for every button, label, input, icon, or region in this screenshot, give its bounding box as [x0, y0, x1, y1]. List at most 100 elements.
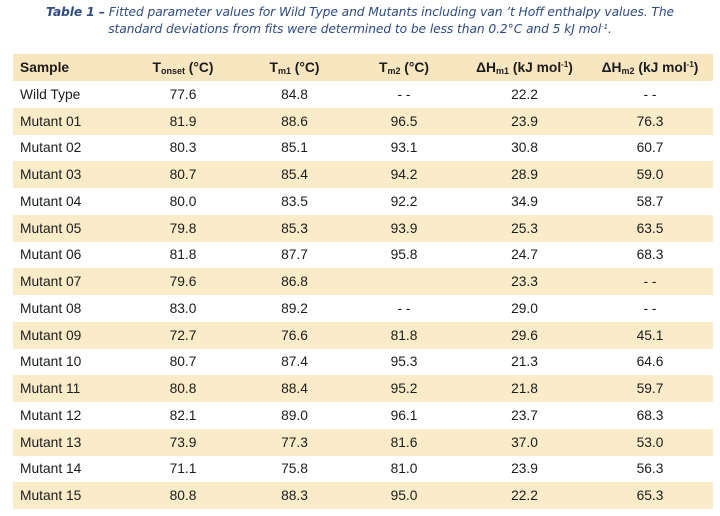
cell-tm1: 85.3: [243, 214, 346, 242]
cell-tonset: 79.8: [123, 214, 243, 242]
caption-line-1: Table 1 – Fitted parameter values for Wi…: [6, 4, 714, 21]
cell-tm1: 76.6: [243, 321, 346, 349]
header-sample: Sample: [13, 54, 123, 81]
cell-dhm1: 29.6: [462, 321, 587, 349]
caption-text-2: standard deviations from fits were deter…: [108, 22, 602, 36]
cell-sample: Mutant 02: [20, 140, 82, 156]
cell-tm1: 88.6: [243, 107, 346, 135]
cell-tm2: [346, 268, 462, 295]
table-row: Mutant 13 73.9 77.3 81.6 37.0 53.0: [13, 428, 713, 456]
cell-dhm1: 30.8: [511, 140, 538, 156]
cell-tm1: 89.2: [281, 300, 308, 316]
header-tonset: Tonset (°C): [123, 54, 243, 81]
cell-tm2: 95.3: [390, 354, 418, 370]
cell-tm2: 95.2: [346, 375, 462, 402]
cell-dhm2: 53.0: [587, 428, 713, 456]
cell-tm1: 86.8: [243, 268, 346, 295]
cell-tm1: 77.3: [243, 428, 346, 456]
cell-tm2: 93.9: [346, 214, 462, 242]
table-row: Wild Type 77.6 84.8 - - 22.2 - -: [13, 81, 713, 108]
cell-tm1: 85.4: [243, 161, 346, 188]
table-row: Mutant 06 81.8 87.7 95.8 24.7 68.3: [13, 242, 713, 269]
cell-dhm1: 23.3: [462, 268, 587, 295]
cell-dhm1: 23.9: [462, 107, 587, 135]
table-row: Mutant 15 80.8 88.3 95.0 22.2 65.3: [13, 482, 713, 509]
parameter-table: Sample Tonset (°C) Tm1 (°C) Tm2 (°C) ΔHm…: [13, 54, 713, 509]
cell-dhm1: 29.0: [511, 300, 538, 316]
cell-tm1: 75.8: [281, 461, 308, 477]
table-caption: Table 1 – Fitted parameter values for Wi…: [6, 4, 714, 38]
cell-dhm2: 45.1: [587, 321, 713, 349]
cell-dhm2: 64.6: [636, 354, 664, 370]
table-body: Wild Type 77.6 84.8 - - 22.2 - - Mutant 01 81.9…: [13, 81, 713, 509]
cell-dhm1: 21.3: [511, 354, 538, 370]
cell-tm2: 96.5: [346, 107, 462, 135]
table-row: Mutant 11 80.8 88.4 95.2 21.8 59.7: [13, 375, 713, 402]
cell-tm2: 81.8: [346, 321, 462, 349]
cell-tonset: 81.9: [123, 107, 243, 135]
cell-dhm1: 25.3: [462, 214, 587, 242]
table-row: Mutant 08 83.0 89.2 - - 29.0 - -: [13, 295, 713, 322]
cell-tm1: 84.8: [281, 86, 308, 102]
cell-dhm2: 63.5: [587, 214, 713, 242]
table-row: Mutant 09 72.7 76.6 81.8 29.6 45.1: [13, 321, 713, 349]
cell-dhm1: 28.9: [462, 161, 587, 188]
table-row: Mutant 04 80.0 83.5 92.2 34.9 58.7: [13, 188, 713, 215]
cell-tonset: 80.0: [169, 193, 197, 209]
cell-tonset: 72.7: [123, 321, 243, 349]
cell-tonset: 80.7: [169, 354, 197, 370]
cell-dhm2: 65.3: [587, 482, 713, 509]
cell-dhm2: - -: [587, 268, 713, 295]
cell-sample: Mutant 07: [13, 268, 123, 295]
cell-tonset: 82.1: [169, 407, 197, 423]
cell-dhm1: 21.8: [462, 375, 587, 402]
cell-tonset: 80.3: [169, 140, 197, 156]
caption-line-2: standard deviations from fits were deter…: [6, 21, 714, 38]
cell-sample: Mutant 12: [20, 407, 82, 423]
table-row: Mutant 10 80.7 87.4 95.3 21.3 64.6: [13, 349, 713, 376]
cell-tm1: 88.4: [243, 375, 346, 402]
cell-tm1: 89.0: [281, 407, 308, 423]
cell-tonset: 81.8: [169, 247, 197, 263]
cell-dhm2: 76.3: [587, 107, 713, 135]
cell-tonset: 79.6: [123, 268, 243, 295]
cell-tonset: 80.7: [123, 161, 243, 188]
cell-tm2: - -: [397, 300, 411, 316]
table-row: Mutant 14 71.1 75.8 81.0 23.9 56.3: [13, 456, 713, 483]
cell-tm1: 87.4: [281, 354, 308, 370]
table-row: Mutant 01 81.9 88.6 96.5 23.9 76.3: [13, 107, 713, 135]
header-dhm1: ΔHm1 (kJ mol-1): [462, 54, 587, 81]
cell-dhm2: - -: [643, 300, 657, 316]
header-dhm2: ΔHm2 (kJ mol-1): [587, 54, 713, 81]
caption-text-1: Fitted parameter values for Wild Type an…: [104, 5, 674, 19]
cell-dhm2: 59.0: [587, 161, 713, 188]
cell-tm2: 81.0: [390, 461, 418, 477]
table-row: Mutant 07 79.6 86.8 23.3- -: [13, 268, 713, 295]
cell-sample: Mutant 11: [13, 375, 123, 402]
cell-tm2: 95.8: [390, 247, 418, 263]
cell-sample: Wild Type: [20, 86, 81, 102]
cell-sample: Mutant 13: [13, 428, 123, 456]
cell-dhm2: 60.7: [636, 140, 664, 156]
caption-superscript: -1: [601, 23, 608, 31]
cell-sample: Mutant 15: [13, 482, 123, 509]
table-header-row: Sample Tonset (°C) Tm1 (°C) Tm2 (°C) ΔHm…: [13, 54, 713, 81]
cell-tm2: 81.6: [346, 428, 462, 456]
cell-sample: Mutant 03: [13, 161, 123, 188]
cell-sample: Mutant 06: [20, 247, 82, 263]
cell-dhm2: 56.3: [636, 461, 664, 477]
header-tm1: Tm1 (°C): [243, 54, 346, 81]
cell-tonset: 77.6: [169, 86, 197, 102]
cell-sample: Mutant 09: [13, 321, 123, 349]
cell-tm2: 95.0: [346, 482, 462, 509]
cell-tm1: 83.5: [281, 193, 308, 209]
table-row: Mutant 05 79.8 85.3 93.9 25.3 63.5: [13, 214, 713, 242]
table-row: Mutant 03 80.7 85.4 94.2 28.9 59.0: [13, 161, 713, 188]
cell-tonset: 73.9: [123, 428, 243, 456]
cell-dhm1: 23.9: [511, 461, 538, 477]
header-tm2: Tm2 (°C): [346, 54, 462, 81]
cell-sample: Mutant 04: [20, 193, 82, 209]
cell-tm1: 88.3: [243, 482, 346, 509]
cell-dhm1: 24.7: [511, 247, 538, 263]
cell-sample: Mutant 10: [20, 354, 82, 370]
